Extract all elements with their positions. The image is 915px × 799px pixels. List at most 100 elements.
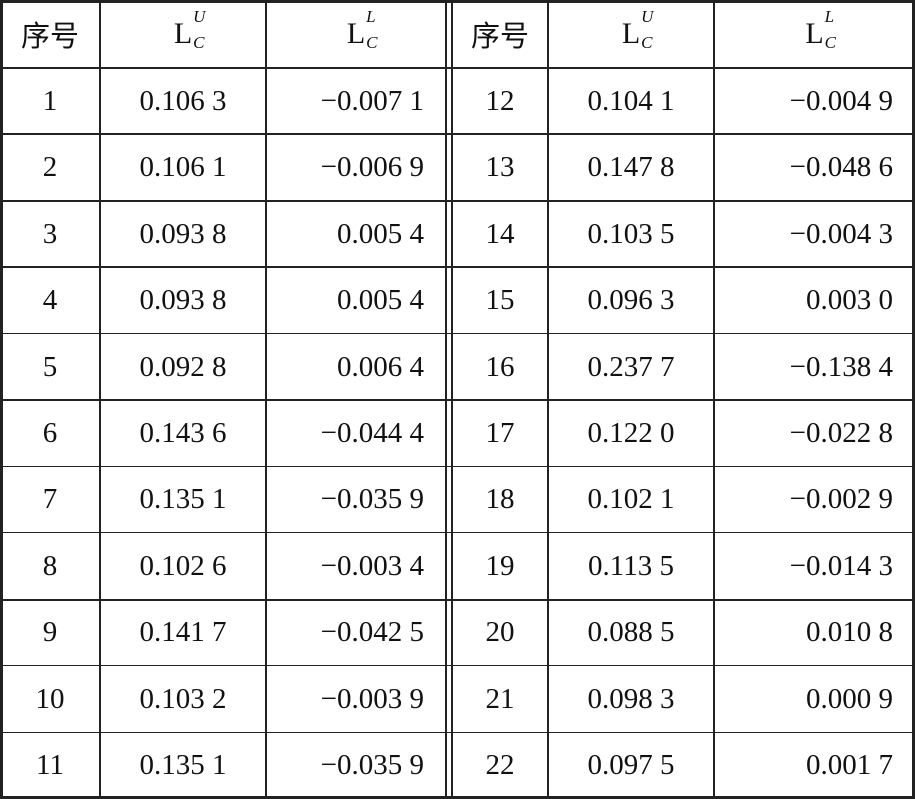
table-cell: 0.104 1 xyxy=(587,84,675,117)
table-cell: 21 xyxy=(485,682,515,715)
table-cell: 3 xyxy=(42,217,58,250)
grid-line xyxy=(0,0,915,3)
table-cell: 15 xyxy=(485,284,515,317)
table-cell: −0.042 5 xyxy=(320,616,424,649)
table-cell: 0.010 8 xyxy=(806,616,893,649)
table-cell: 0.103 2 xyxy=(139,682,227,715)
table-cell: 0.237 7 xyxy=(587,350,675,383)
table-cell: 4 xyxy=(42,284,58,317)
table-cell: −0.004 9 xyxy=(789,84,893,117)
table-cell: −0.014 3 xyxy=(789,549,893,582)
table-cell: 8 xyxy=(42,549,58,582)
table-cell: −0.035 9 xyxy=(320,749,424,782)
table-cell: 0.096 3 xyxy=(587,284,675,317)
table-cell: 0.106 1 xyxy=(139,151,227,184)
grid-line xyxy=(0,133,915,135)
table-cell: 0.005 4 xyxy=(337,284,424,317)
header-cell: 序号 xyxy=(470,21,529,53)
grid-line xyxy=(0,67,915,69)
table-cell: 9 xyxy=(42,616,58,649)
table-cell: 0.113 5 xyxy=(588,549,674,582)
grid-line xyxy=(0,399,915,402)
table-cell: 0.135 1 xyxy=(139,749,227,782)
table-cell: 2 xyxy=(42,151,58,184)
table-cell: 0.135 1 xyxy=(139,483,227,516)
symbol-base: L xyxy=(346,17,366,50)
symbol-sup: U xyxy=(641,7,654,26)
table-cell: 0.102 6 xyxy=(139,549,227,582)
table-cell: 0.005 4 xyxy=(337,217,424,250)
table-cell: 0.143 6 xyxy=(139,416,227,449)
table-cell: 0.000 9 xyxy=(806,682,893,715)
table-cell: 0.093 8 xyxy=(139,284,227,317)
table-cell: 14 xyxy=(485,217,515,250)
table-cell: 11 xyxy=(36,749,64,782)
table-cell: 0.102 1 xyxy=(587,483,675,516)
table-cell: 18 xyxy=(485,483,515,516)
symbol-sup: U xyxy=(193,7,206,26)
table-cell: −0.022 8 xyxy=(789,416,893,449)
table-cell: 17 xyxy=(485,416,515,449)
table-cell: 16 xyxy=(485,350,515,383)
grid-line xyxy=(0,266,915,268)
table-cell: −0.003 4 xyxy=(320,549,424,582)
symbol-sub: C xyxy=(641,33,653,52)
grid-line xyxy=(0,796,915,799)
table-cell: −0.138 4 xyxy=(789,350,893,383)
grid-line xyxy=(0,199,915,202)
grid-line xyxy=(0,731,915,733)
table-cell: 0.141 7 xyxy=(139,616,227,649)
symbol-sub: C xyxy=(824,33,836,52)
table-cell: −0.035 9 xyxy=(320,483,424,516)
symbol-base: L xyxy=(621,17,641,50)
table-cell: 5 xyxy=(42,350,58,383)
table-cell: 1 xyxy=(42,84,58,117)
table-cell: 0.098 3 xyxy=(587,682,675,715)
symbol-base: L xyxy=(805,17,824,50)
grid-line xyxy=(0,532,915,534)
table-cell: 0.106 3 xyxy=(139,84,227,117)
grid-line xyxy=(0,598,915,601)
table-cell: 12 xyxy=(485,84,515,117)
symbol-sup: L xyxy=(366,7,376,26)
symbol-sub: C xyxy=(193,33,205,52)
table-cell: 19 xyxy=(485,549,515,582)
grid-line xyxy=(0,665,915,667)
grid-line xyxy=(0,332,915,334)
table-cell: 10 xyxy=(35,682,65,715)
header-cell: 序号 xyxy=(20,21,79,53)
table-cell: 20 xyxy=(485,616,515,649)
table-cell: 0.006 4 xyxy=(337,350,424,383)
table-cell: 0.103 5 xyxy=(587,217,675,250)
table-cell: 22 xyxy=(485,749,515,782)
table-cell: 7 xyxy=(42,483,58,516)
table-cell: 0.001 7 xyxy=(806,749,893,782)
table-cell: 0.088 5 xyxy=(587,616,675,649)
table-cell: 0.122 0 xyxy=(587,416,675,449)
table-cell: −0.044 4 xyxy=(320,416,424,449)
table-cell: −0.004 3 xyxy=(789,217,893,250)
table-cell: 0.093 8 xyxy=(139,217,227,250)
table-cell: −0.002 9 xyxy=(789,483,893,516)
table-cell: 0.147 8 xyxy=(587,151,675,184)
table-cell: −0.007 1 xyxy=(320,84,424,117)
symbol-sup: L xyxy=(824,7,835,26)
table-cell: 13 xyxy=(485,151,515,184)
table-cell: 0.097 5 xyxy=(587,749,675,782)
table-cell: −0.006 9 xyxy=(320,151,424,184)
table-cell: −0.003 9 xyxy=(320,682,424,715)
table-cell: 0.003 0 xyxy=(806,284,893,317)
table-cell: −0.048 6 xyxy=(789,151,893,184)
table-cell: 0.092 8 xyxy=(139,350,227,383)
grid-line xyxy=(0,465,915,467)
table-cell: 6 xyxy=(42,416,58,449)
